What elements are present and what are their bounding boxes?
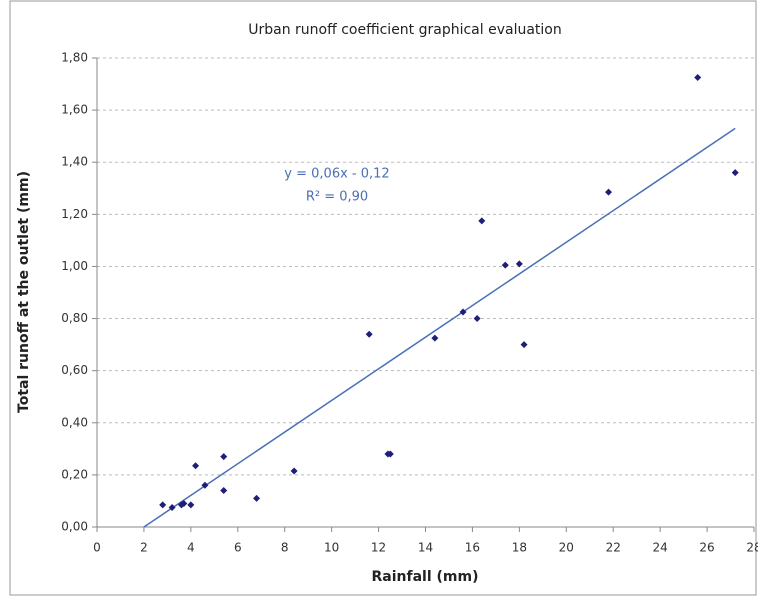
data-point <box>168 503 176 511</box>
y-tick-label: 0,80 <box>61 311 88 325</box>
data-point <box>220 453 228 461</box>
data-point <box>159 501 167 509</box>
x-axis-title: Rainfall (mm) <box>372 569 479 585</box>
data-point <box>515 260 523 268</box>
data-point <box>201 481 209 489</box>
x-tick-label: 22 <box>606 541 621 555</box>
chart-title: Urban runoff coefficient graphical evalu… <box>248 22 562 38</box>
data-point <box>180 500 188 508</box>
y-axis-title: Total runoff at the outlet (mm) <box>16 171 32 413</box>
data-point <box>459 308 467 316</box>
y-tick-label: 0,20 <box>61 467 88 481</box>
y-tick-label: 1,80 <box>61 51 88 65</box>
data-point <box>473 315 481 323</box>
y-tick-label: 1,60 <box>61 103 88 117</box>
x-tick-label: 28 <box>746 541 758 555</box>
chart-frame <box>9 0 757 596</box>
y-tick-label: 0,60 <box>61 363 88 377</box>
data-point <box>253 494 261 502</box>
trend-r-squared: R² = 0,90 <box>306 190 368 205</box>
data-point <box>520 341 528 349</box>
x-tick-label: 14 <box>418 541 433 555</box>
data-point <box>187 501 195 509</box>
x-tick-label: 12 <box>371 541 386 555</box>
x-tick-label: 16 <box>465 541 480 555</box>
data-point <box>431 334 439 342</box>
x-tick-label: 26 <box>699 541 714 555</box>
x-tick-label: 8 <box>281 541 289 555</box>
data-point <box>501 261 509 269</box>
y-tick-label: 1,00 <box>61 259 88 273</box>
x-tick-label: 18 <box>512 541 527 555</box>
data-point <box>731 169 739 177</box>
x-tick-label: 10 <box>324 541 339 555</box>
x-tick-label: 4 <box>187 541 195 555</box>
data-point <box>365 330 373 338</box>
data-point <box>290 467 298 475</box>
trend-equation: y = 0,06x - 0,12 <box>284 167 389 182</box>
y-tick-label: 0,40 <box>61 415 88 429</box>
data-point <box>478 217 486 225</box>
y-tick-label: 1,20 <box>61 207 88 221</box>
data-point <box>386 450 394 458</box>
y-tick-label: 1,40 <box>61 155 88 169</box>
data-point <box>605 188 613 196</box>
data-point <box>192 462 200 470</box>
data-point <box>220 487 228 495</box>
x-tick-label: 0 <box>93 541 101 555</box>
x-tick-label: 2 <box>140 541 148 555</box>
x-tick-label: 20 <box>559 541 574 555</box>
y-tick-label: 0,00 <box>61 520 88 534</box>
x-tick-label: 24 <box>653 541 668 555</box>
data-point <box>694 74 702 82</box>
x-tick-label: 6 <box>234 541 242 555</box>
trend-line <box>143 127 736 528</box>
